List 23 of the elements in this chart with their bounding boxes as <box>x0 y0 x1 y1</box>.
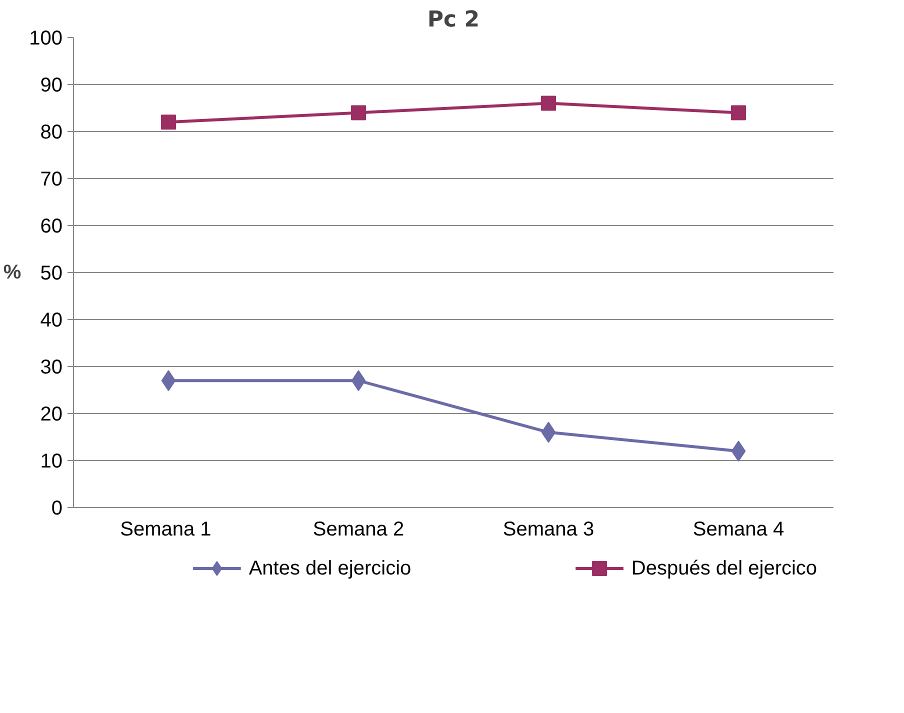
y-tick-label: 60 <box>40 216 63 238</box>
point <box>351 105 366 120</box>
legend-label: Después del ejercico <box>631 558 818 580</box>
x-tick-label: Semana 1 <box>120 518 212 540</box>
y-tick-label: 30 <box>40 356 63 378</box>
y-tick-label: 20 <box>40 404 63 426</box>
y-tick-label: 90 <box>40 74 63 96</box>
y-tick-label: 70 <box>40 168 63 190</box>
x-tick-label: Semana 4 <box>692 518 784 540</box>
y-tick-label: 100 <box>29 28 63 50</box>
y-tick-label: 40 <box>40 310 63 332</box>
y-tick-label: 50 <box>40 262 63 284</box>
point <box>161 114 176 130</box>
chart-title: Pc 2 <box>427 8 480 32</box>
x-tick-label: Semana 3 <box>502 518 594 540</box>
y-tick-label: 0 <box>51 498 62 520</box>
point <box>731 105 746 120</box>
x-tick-label: Semana 2 <box>312 518 404 540</box>
legend-label: Antes del ejercicio <box>248 558 412 580</box>
point <box>541 96 556 111</box>
y-tick-label: 80 <box>40 122 63 144</box>
y-tick-label: 10 <box>40 450 63 472</box>
y-axis-title: % <box>3 262 22 284</box>
